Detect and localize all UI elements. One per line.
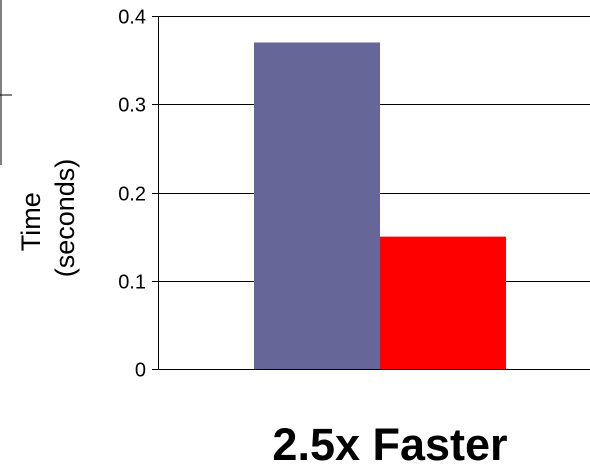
left-edge-fragment (0, 0, 12, 165)
y-axis (152, 16, 159, 370)
y-axis-title: Time (seconds) (16, 159, 80, 278)
bars (254, 42, 506, 369)
y-tick-label: 0.4 (118, 7, 146, 29)
y-axis-title-line-2: (seconds) (50, 159, 80, 278)
y-tick-label: 0.2 (118, 184, 146, 206)
y-tick-label: 0.3 (118, 95, 146, 117)
speedup-annotation: 2.5x Faster (272, 419, 507, 469)
y-axis-title-line-1: Time (16, 192, 46, 251)
bar-1 (254, 42, 380, 369)
y-tick-label: 0.1 (118, 272, 146, 294)
y-tick-label: 0 (135, 360, 146, 382)
y-tick-labels: 0 0.1 0.2 0.3 0.4 (118, 7, 146, 382)
bar-2 (380, 236, 506, 369)
